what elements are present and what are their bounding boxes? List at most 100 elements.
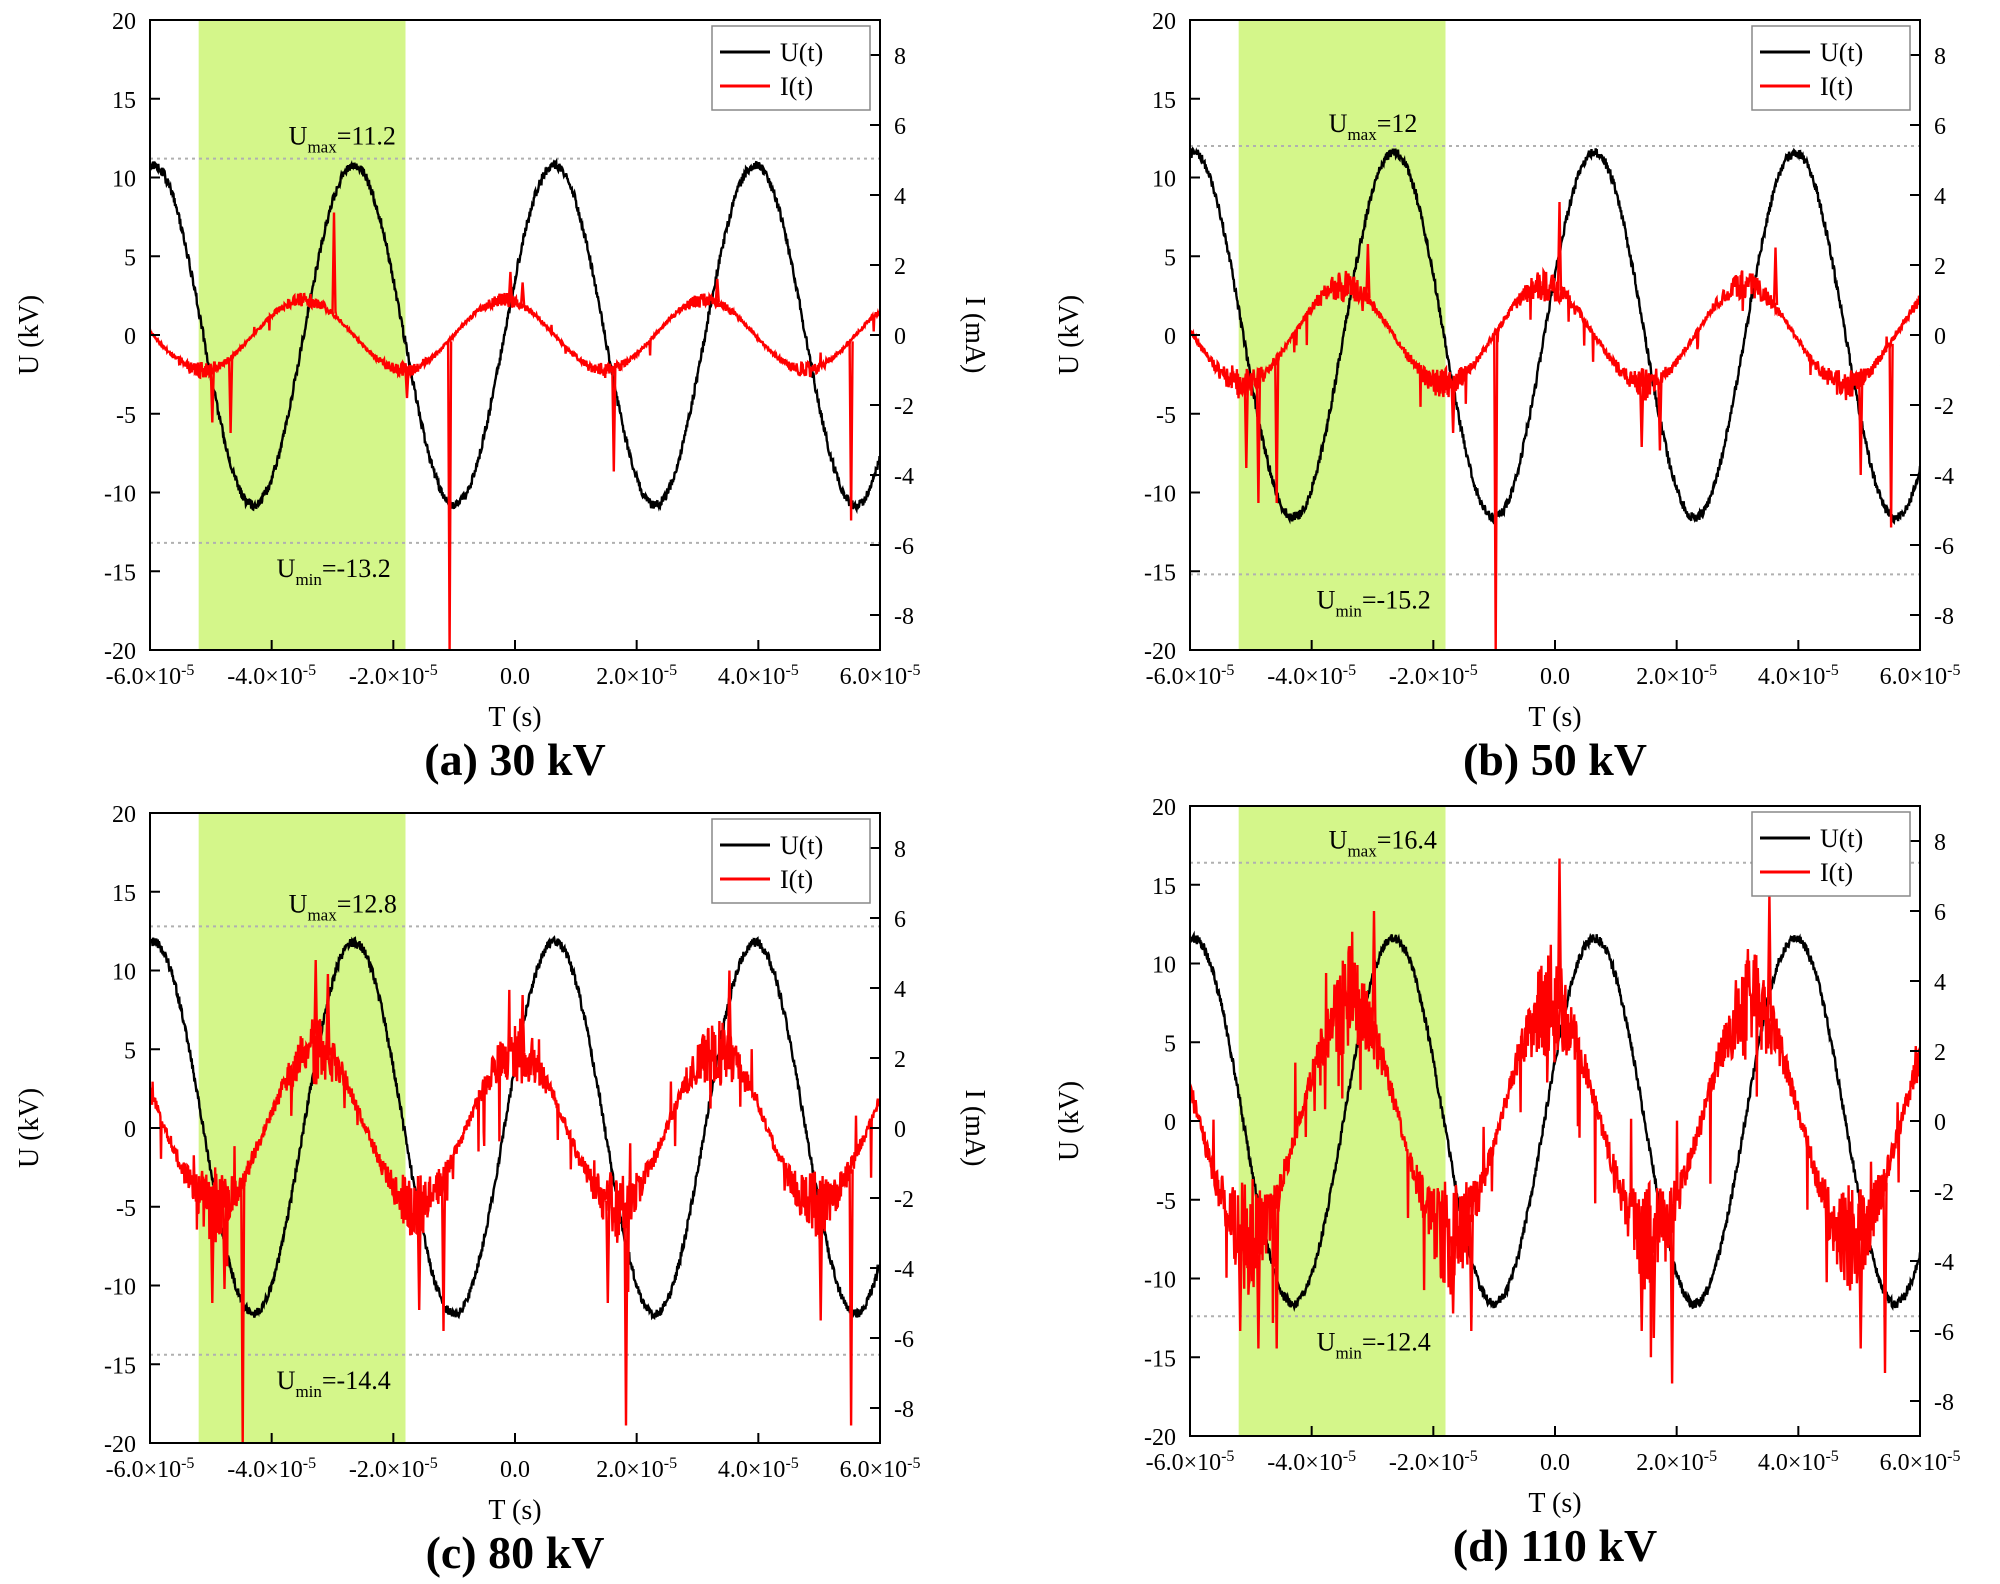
ytick-right-label: -8 (894, 604, 914, 630)
current-line (1190, 931, 1920, 1358)
ytick-left-label: -10 (104, 1275, 136, 1301)
ytick-right-label: 6 (894, 114, 906, 140)
ytick-right-label: -4 (894, 464, 914, 490)
ytick-left-label: -10 (1144, 482, 1176, 508)
ytick-right-label: 2 (894, 254, 906, 280)
ytick-left-label: 5 (1164, 1031, 1176, 1057)
xtick-label: -6.0×10-5 (106, 1455, 195, 1483)
legend-voltage-label: U(t) (1820, 38, 1863, 67)
ytick-right-label: 0 (894, 324, 906, 350)
ytick-left-label: 0 (124, 1117, 136, 1143)
ytick-right-label: 2 (1934, 254, 1946, 280)
ytick-right-label: 8 (894, 837, 906, 863)
ytick-right-label: 6 (894, 907, 906, 933)
ytick-right-label: 0 (1934, 324, 1946, 350)
legend: U(t) I(t) (711, 818, 871, 904)
highlight-region (198, 20, 406, 650)
current-spikes (1243, 201, 1894, 650)
ytick-right-label: -4 (1934, 464, 1954, 490)
umax-annotation: Umax=11.2 (289, 122, 396, 157)
xtick-label: -4.0×10-5 (227, 662, 316, 690)
ytick-left-label: 20 (1152, 795, 1176, 821)
legend-current-label: I(t) (1820, 72, 1853, 101)
legend-current-label: I(t) (780, 72, 813, 101)
xtick-label: 2.0×10-5 (1636, 662, 1717, 690)
ytick-right-label: -2 (894, 394, 914, 420)
panel-a: -20-15-10-505101520-8-6-4-202468-6.0×10-… (14, 9, 990, 785)
y-axis-left-label: U (kV) (14, 295, 45, 375)
panel-b: -20-15-10-505101520-8-6-4-202468-6.0×10-… (1054, 9, 2000, 785)
ytick-left-label: 15 (1152, 88, 1176, 114)
ytick-left-label: 15 (112, 88, 136, 114)
ytick-right-label: -6 (894, 534, 914, 560)
xtick-label: 4.0×10-5 (718, 1455, 799, 1483)
ytick-left-label: -20 (104, 639, 136, 665)
ytick-right-label: -6 (1934, 1320, 1954, 1346)
y-axis-right-label: I (mA) (959, 297, 990, 374)
ytick-left-label: -15 (1144, 560, 1176, 586)
current-line (1190, 266, 1920, 407)
panel-caption: (d) 110 kV (1453, 1520, 1657, 1571)
umin-annotation: Umin=-15.2 (1317, 585, 1431, 620)
ytick-left-label: 10 (112, 960, 136, 986)
ytick-right-label: 4 (1934, 970, 1946, 996)
umax-annotation: Umax=16.4 (1329, 826, 1437, 861)
ytick-right-label: -6 (894, 1327, 914, 1353)
panel-caption: (b) 50 kV (1463, 734, 1647, 785)
ytick-right-label: 0 (1934, 1110, 1946, 1136)
ytick-right-label: -6 (1934, 534, 1954, 560)
panel-d: -20-15-10-505101520-8-6-4-202468-6.0×10-… (1054, 795, 2000, 1571)
ytick-right-label: -4 (894, 1257, 914, 1283)
current-spikes (209, 212, 854, 650)
ytick-right-label: 4 (894, 977, 906, 1003)
ytick-left-label: -15 (104, 560, 136, 586)
ytick-left-label: -10 (1144, 1268, 1176, 1294)
voltage-line (1190, 146, 1920, 525)
xtick-label: 6.0×10-5 (1880, 662, 1961, 690)
ytick-right-label: -4 (1934, 1250, 1954, 1276)
legend-box (1751, 25, 1911, 111)
legend: U(t) I(t) (711, 25, 871, 111)
ytick-left-label: -5 (1156, 403, 1176, 429)
y-axis-left-label: U (kV) (14, 1088, 45, 1168)
umin-annotation: Umin=-13.2 (277, 554, 391, 589)
current-spikes (1237, 858, 1888, 1384)
legend-voltage-label: U(t) (780, 831, 823, 860)
legend-box (711, 818, 871, 904)
xtick-label: 4.0×10-5 (1758, 1448, 1839, 1476)
ytick-right-label: -2 (1934, 1180, 1954, 1206)
ytick-left-label: -15 (104, 1353, 136, 1379)
highlight-region (1238, 20, 1446, 650)
xtick-label: 2.0×10-5 (596, 1455, 677, 1483)
legend-voltage-label: U(t) (780, 38, 823, 67)
ytick-right-label: -2 (894, 1187, 914, 1213)
ytick-right-label: -8 (1934, 604, 1954, 630)
xtick-label: -4.0×10-5 (227, 1455, 316, 1483)
x-axis-label: T (s) (1528, 702, 1581, 733)
current-line (150, 291, 880, 383)
legend-box (711, 25, 871, 111)
xtick-label: 0.0 (1540, 1450, 1570, 1476)
ytick-left-label: -15 (1144, 1346, 1176, 1372)
umax-annotation: Umax=12 (1329, 109, 1418, 144)
panel-c: -20-15-10-505101520-8-6-4-202468-6.0×10-… (14, 802, 990, 1578)
ytick-right-label: 6 (1934, 900, 1946, 926)
ytick-left-label: 0 (1164, 324, 1176, 350)
ytick-right-label: 8 (1934, 44, 1946, 70)
legend-box (1751, 811, 1911, 897)
ytick-left-label: 20 (112, 802, 136, 828)
y-axis-left-label: U (kV) (1054, 295, 1085, 375)
panel-caption: (a) 30 kV (424, 734, 605, 785)
legend: U(t) I(t) (1751, 25, 1911, 111)
ytick-right-label: 8 (894, 44, 906, 70)
xtick-label: 2.0×10-5 (1636, 1448, 1717, 1476)
xtick-label: -2.0×10-5 (349, 662, 438, 690)
xtick-label: -2.0×10-5 (1389, 662, 1478, 690)
highlight-region (198, 813, 406, 1443)
legend: U(t) I(t) (1751, 811, 1911, 897)
ytick-left-label: 0 (124, 324, 136, 350)
xtick-label: -6.0×10-5 (1146, 1448, 1235, 1476)
ytick-left-label: 5 (124, 1038, 136, 1064)
ytick-right-label: 8 (1934, 830, 1946, 856)
xtick-label: -2.0×10-5 (349, 1455, 438, 1483)
